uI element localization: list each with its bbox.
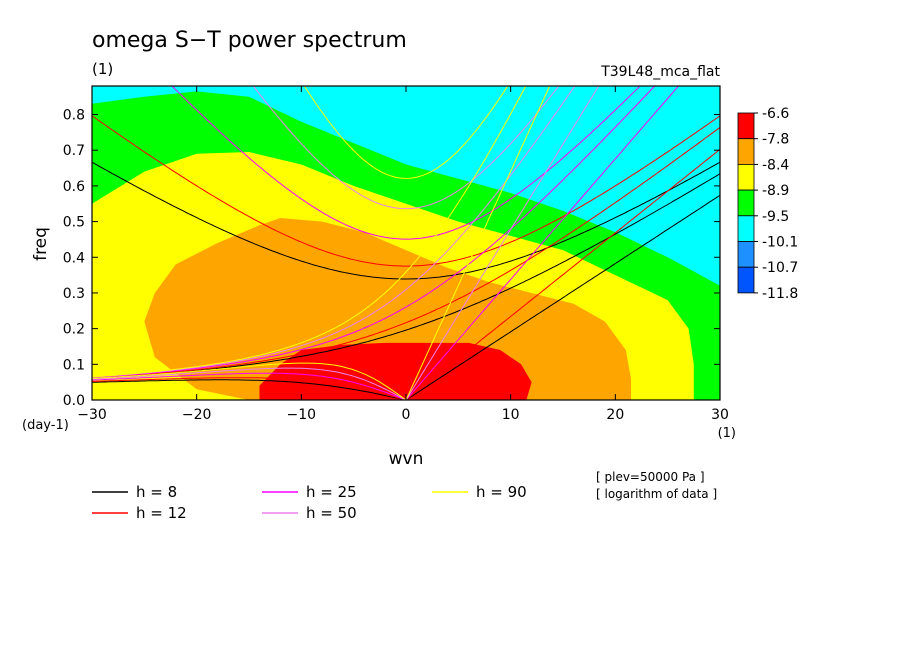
curve-er1-4 — [92, 362, 407, 400]
y-tick-label-1: 0.1 — [63, 357, 85, 373]
x-tick-label-2: −10 — [287, 407, 317, 423]
curve-er1-3 — [92, 367, 407, 400]
colorbar-swatch-5 — [737, 241, 755, 268]
colorbar-swatch-2 — [737, 163, 755, 191]
curve-ig1-4 — [303, 86, 509, 179]
legend-label-1: h = 12 — [136, 504, 187, 522]
legend-label-3: h = 50 — [306, 504, 357, 522]
curve-mrg-1 — [92, 126, 720, 379]
legend: h = 8 h = 12 h = 25 h = 50 h = 90 — [92, 483, 527, 522]
y-tick-label-2: 0.2 — [63, 322, 85, 338]
curve-kelvin-3 — [405, 86, 600, 400]
x-tick-label-6: 30 — [711, 407, 729, 423]
curve-kelvin-1 — [405, 148, 720, 400]
curve-ig1-2 — [171, 86, 641, 240]
curve-er1-0 — [92, 379, 407, 400]
y-tick-label-8: 0.8 — [63, 108, 85, 124]
y-tick-label-5: 0.5 — [63, 215, 85, 231]
x-tick-label-1: −20 — [182, 407, 212, 423]
curve-mrg-3 — [92, 86, 576, 378]
contour-band-4 — [259, 342, 532, 400]
legend-label-4: h = 90 — [476, 483, 527, 501]
colorbar-label-0: -6.6 — [762, 106, 789, 122]
contour-bands — [92, 86, 720, 400]
y-axis-label: freq — [31, 227, 51, 261]
curve-er1-1 — [92, 377, 407, 400]
y-tick-label-0: 0.0 — [63, 393, 85, 409]
y-tick-label-4: 0.4 — [63, 250, 85, 266]
dispersion-curves — [92, 86, 720, 400]
curve-kelvin-2 — [405, 86, 680, 400]
colorbar-swatch-0 — [737, 112, 755, 140]
colorbar-label-1: -7.8 — [762, 132, 789, 148]
colorbar-label-6: -10.7 — [762, 260, 798, 276]
chart-title: omega S−T power spectrum — [92, 28, 407, 53]
colorbar-label-5: -10.1 — [762, 235, 798, 251]
curve-kelvin-0 — [405, 194, 720, 400]
y-tick-label-3: 0.3 — [63, 286, 85, 302]
colorbar-swatch-6 — [737, 266, 755, 294]
y-tick-label-6: 0.6 — [63, 179, 85, 195]
x-tick-label-3: 0 — [402, 407, 411, 423]
colorbar-label-7: -11.8 — [762, 286, 798, 302]
colorbar-label-4: -9.5 — [762, 209, 789, 225]
x-axis-ticks: −30 −20 −10 0 10 20 30 — [77, 86, 729, 423]
colorbar-swatch-1 — [737, 138, 755, 165]
y-tick-label-7: 0.7 — [63, 143, 85, 159]
note-plev: [ plev=50000 Pa ] — [596, 470, 705, 484]
curve-mrg-4 — [92, 86, 527, 378]
note-log: [ logarithm of data ] — [596, 487, 717, 501]
chart-subtitle-right: T39L48_mca_flat — [600, 64, 720, 80]
curve-ig1-1 — [92, 115, 720, 267]
colorbar-swatch-4 — [737, 215, 755, 242]
x-tick-label-0: −30 — [77, 407, 107, 423]
y-axis-ticks: 0.0 0.1 0.2 0.3 0.4 0.5 0.6 0.7 0.8 — [63, 108, 720, 409]
legend-label-2: h = 25 — [306, 483, 357, 501]
colorbar-swatch-3 — [737, 189, 755, 217]
contour-band-3 — [144, 218, 632, 400]
legend-label-0: h = 8 — [136, 483, 177, 501]
y-unit-label: (day-1) — [22, 418, 69, 433]
colorbar-label-2: -8.4 — [762, 157, 789, 173]
x-tick-label-5: 20 — [606, 407, 624, 423]
colorbar: -6.6 -7.8 -8.4 -8.9 -9.5 -10.1 -10.7 -11.8 — [737, 106, 798, 302]
chart-subtitle-left: (1) — [92, 60, 113, 78]
x-unit-label: (1) — [718, 426, 736, 441]
curve-ig1-3 — [252, 86, 560, 210]
curve-mrg-2 — [92, 86, 656, 378]
x-tick-label-4: 10 — [502, 407, 520, 423]
curve-er1-2 — [92, 372, 407, 400]
colorbar-label-3: -8.9 — [762, 183, 789, 199]
x-axis-label: wvn — [389, 449, 424, 469]
curve-ig1-0 — [92, 161, 720, 280]
curve-kelvin-4 — [405, 86, 551, 400]
